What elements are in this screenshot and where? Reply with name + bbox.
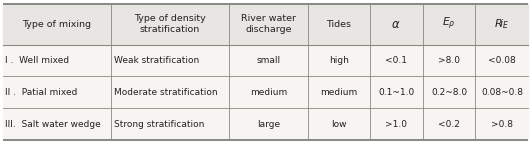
Text: 0.1~1.0: 0.1~1.0 (378, 88, 414, 97)
Text: 0.2~8.0: 0.2~8.0 (431, 88, 467, 97)
Text: >1.0: >1.0 (385, 120, 407, 129)
Text: Tides: Tides (327, 20, 352, 29)
Text: $\alpha$: $\alpha$ (391, 18, 401, 31)
Text: I .  Well mixed: I . Well mixed (5, 56, 70, 65)
Bar (3, 4, 528, 45)
Text: 0.08~0.8: 0.08~0.8 (481, 88, 523, 97)
Bar (3, 108, 528, 140)
Text: Type of density
stratification: Type of density stratification (134, 14, 206, 34)
Text: medium: medium (320, 88, 357, 97)
Text: $E_{\rho}$: $E_{\rho}$ (442, 16, 456, 32)
Text: $R\!i_E$: $R\!i_E$ (494, 17, 510, 31)
Text: <0.2: <0.2 (438, 120, 460, 129)
Text: III.  Salt water wedge: III. Salt water wedge (5, 120, 101, 129)
Text: <0.08: <0.08 (488, 56, 516, 65)
Text: small: small (256, 56, 280, 65)
Bar (3, 45, 528, 76)
Text: >8.0: >8.0 (438, 56, 460, 65)
Text: large: large (257, 120, 280, 129)
Text: medium: medium (250, 88, 287, 97)
Text: Moderate stratification: Moderate stratification (114, 88, 218, 97)
Text: Weak stratification: Weak stratification (114, 56, 199, 65)
Text: high: high (329, 56, 349, 65)
Text: low: low (331, 120, 347, 129)
Text: Strong stratification: Strong stratification (114, 120, 204, 129)
Text: River water
discharge: River water discharge (241, 14, 296, 34)
Bar (3, 76, 528, 108)
Text: Type of mixing: Type of mixing (22, 20, 91, 29)
Text: <0.1: <0.1 (385, 56, 407, 65)
Text: II .  Patial mixed: II . Patial mixed (5, 88, 78, 97)
Text: >0.8: >0.8 (491, 120, 513, 129)
